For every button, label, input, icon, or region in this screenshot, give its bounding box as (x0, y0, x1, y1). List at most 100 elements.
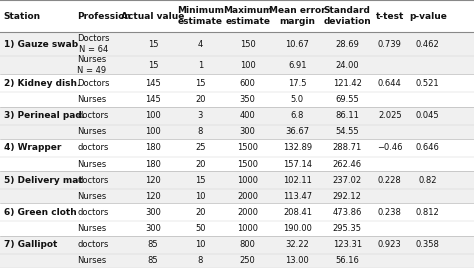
Text: 250: 250 (240, 256, 255, 265)
Text: Doctors: Doctors (77, 79, 110, 88)
Text: 150: 150 (240, 40, 255, 49)
Text: 157.14: 157.14 (283, 159, 312, 169)
Text: doctors: doctors (77, 143, 109, 152)
Text: 300: 300 (240, 127, 255, 136)
Text: 17.5: 17.5 (288, 79, 307, 88)
Text: Mean error
margin: Mean error margin (269, 6, 326, 26)
Text: doctors: doctors (77, 240, 109, 249)
Text: 100: 100 (145, 127, 161, 136)
Text: 2.025: 2.025 (378, 111, 401, 120)
Text: doctors: doctors (77, 208, 109, 217)
Text: 295.35: 295.35 (333, 224, 362, 233)
Text: 10.67: 10.67 (285, 40, 310, 49)
Text: Nurses
N = 49: Nurses N = 49 (77, 55, 107, 75)
Text: Station: Station (4, 12, 41, 21)
Text: 25: 25 (195, 143, 206, 152)
Bar (0, 32, 474, 75)
Bar (0, 236, 474, 268)
Text: 0.238: 0.238 (378, 208, 402, 217)
Text: Nurses: Nurses (77, 256, 107, 265)
Text: −0.46: −0.46 (377, 143, 402, 152)
Text: 3) Perineal pad.: 3) Perineal pad. (4, 111, 85, 120)
Text: 15: 15 (147, 61, 158, 70)
Text: 2000: 2000 (237, 208, 258, 217)
Text: 1000: 1000 (237, 224, 258, 233)
Bar (0, 203, 474, 236)
Text: 8: 8 (198, 127, 203, 136)
Text: 85: 85 (147, 240, 158, 249)
Text: 600: 600 (240, 79, 255, 88)
Text: 15: 15 (195, 79, 206, 88)
Text: p-value: p-value (409, 12, 447, 21)
Text: 145: 145 (145, 95, 161, 104)
Text: 15: 15 (147, 40, 158, 49)
Text: 0.923: 0.923 (378, 240, 402, 249)
Text: 1500: 1500 (237, 143, 258, 152)
Bar (0, 0, 474, 32)
Bar (0, 107, 474, 139)
Text: 0.521: 0.521 (416, 79, 439, 88)
Text: 2000: 2000 (237, 192, 258, 201)
Text: 1: 1 (198, 61, 203, 70)
Text: 24.00: 24.00 (336, 61, 359, 70)
Text: 3: 3 (198, 111, 203, 120)
Text: Actual value: Actual value (121, 12, 184, 21)
Text: Nurses: Nurses (77, 95, 107, 104)
Text: Maximum
estimate: Maximum estimate (223, 6, 272, 26)
Text: Nurses: Nurses (77, 159, 107, 169)
Text: doctors: doctors (77, 176, 109, 185)
Text: 288.71: 288.71 (333, 143, 362, 152)
Text: 5.0: 5.0 (291, 95, 304, 104)
Text: 8: 8 (198, 256, 203, 265)
Text: Profession: Profession (77, 12, 131, 21)
Text: 100: 100 (240, 61, 255, 70)
Text: 20: 20 (195, 208, 206, 217)
Bar (0, 171, 474, 203)
Text: 15: 15 (195, 176, 206, 185)
Text: 1000: 1000 (237, 176, 258, 185)
Text: 0.228: 0.228 (378, 176, 402, 185)
Text: 56.16: 56.16 (335, 256, 359, 265)
Text: 20: 20 (195, 159, 206, 169)
Text: 69.55: 69.55 (335, 95, 359, 104)
Text: 7) Gallipot: 7) Gallipot (4, 240, 57, 249)
Text: Nurses: Nurses (77, 127, 107, 136)
Text: 262.46: 262.46 (333, 159, 362, 169)
Text: 10: 10 (195, 240, 206, 249)
Text: 0.646: 0.646 (416, 143, 440, 152)
Text: 113.47: 113.47 (283, 192, 312, 201)
Text: 473.86: 473.86 (333, 208, 362, 217)
Text: 50: 50 (195, 224, 206, 233)
Text: 180: 180 (145, 159, 161, 169)
Text: 102.11: 102.11 (283, 176, 312, 185)
Text: 145: 145 (145, 79, 161, 88)
Text: 2) Kidney dish.: 2) Kidney dish. (4, 79, 80, 88)
Text: 6) Green cloth: 6) Green cloth (4, 208, 76, 217)
Text: 292.12: 292.12 (333, 192, 362, 201)
Text: Minimum
estimate: Minimum estimate (177, 6, 224, 26)
Text: 120: 120 (145, 176, 161, 185)
Text: 300: 300 (145, 208, 161, 217)
Text: 85: 85 (147, 256, 158, 265)
Bar (0, 139, 474, 171)
Text: Nurses: Nurses (77, 224, 107, 233)
Text: 54.55: 54.55 (336, 127, 359, 136)
Text: 32.22: 32.22 (285, 240, 310, 249)
Text: 400: 400 (240, 111, 255, 120)
Text: 10: 10 (195, 192, 206, 201)
Text: 100: 100 (145, 111, 161, 120)
Text: 180: 180 (145, 143, 161, 152)
Text: 190.00: 190.00 (283, 224, 312, 233)
Text: 350: 350 (240, 95, 255, 104)
Text: 1500: 1500 (237, 159, 258, 169)
Text: 0.462: 0.462 (416, 40, 440, 49)
Text: 36.67: 36.67 (285, 127, 310, 136)
Text: 6.8: 6.8 (291, 111, 304, 120)
Text: 4: 4 (198, 40, 203, 49)
Text: 0.358: 0.358 (416, 240, 440, 249)
Text: 120: 120 (145, 192, 161, 201)
Text: 121.42: 121.42 (333, 79, 362, 88)
Text: 0.644: 0.644 (378, 79, 402, 88)
Text: 0.812: 0.812 (416, 208, 440, 217)
Text: t-test: t-test (376, 12, 404, 21)
